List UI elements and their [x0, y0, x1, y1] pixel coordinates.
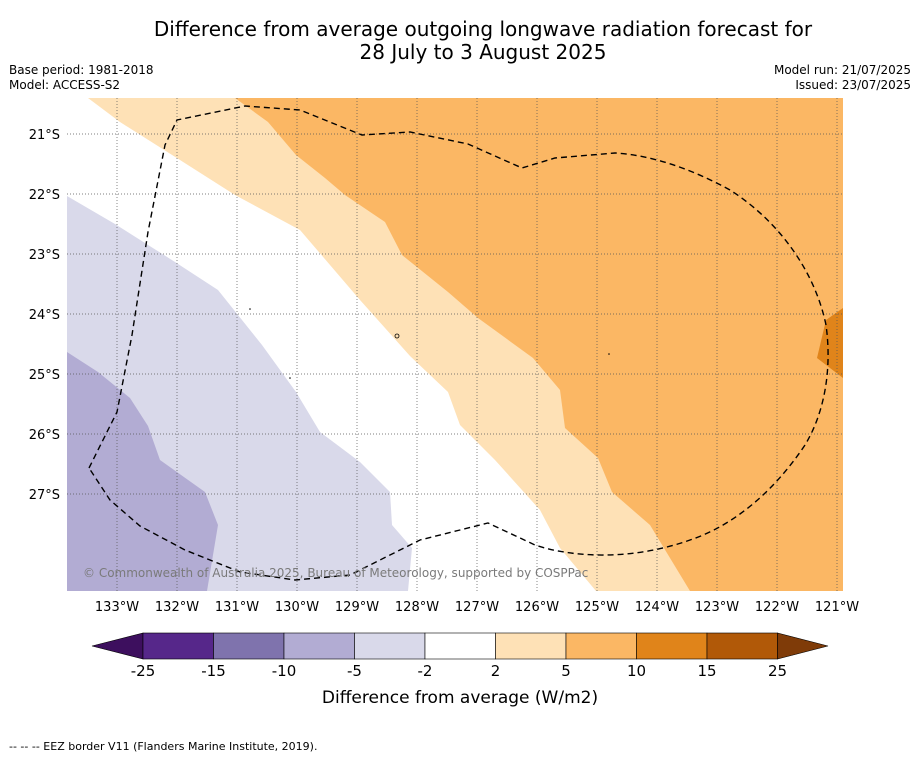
lon-label: 124°W [635, 600, 679, 615]
map-title: Difference from average outgoing longwav… [0, 18, 919, 64]
lon-label: 121°W [815, 600, 859, 615]
lon-label: 129°W [335, 600, 379, 615]
lon-label: 133°W [95, 600, 139, 615]
lon-label: 132°W [155, 600, 199, 615]
lon-label: 131°W [215, 600, 259, 615]
lat-label: 21°S [29, 128, 60, 143]
colorbar-cell [565, 632, 637, 660]
eez-border [88, 105, 829, 581]
colorbar-tick-label: 5 [561, 662, 571, 680]
island-dot [608, 353, 610, 355]
latitude-labels: 21°S 22°S 23°S 24°S 25°S 26°S 27°S [29, 128, 60, 503]
colorbar-label: Difference from average (W/m2) [322, 688, 598, 708]
colorbar-tick-label: 10 [627, 662, 646, 680]
colorbar-cell [283, 632, 355, 660]
lon-label: 122°W [755, 600, 799, 615]
lon-label: 123°W [695, 600, 739, 615]
colorbar-tick-label: -10 [272, 662, 297, 680]
contour-10-to-15 [817, 308, 843, 378]
colorbar-tick-label: 15 [697, 662, 716, 680]
colorbar-cell [142, 632, 214, 660]
title-line-2: 28 July to 3 August 2025 [359, 40, 607, 64]
title-line-1: Difference from average outgoing longwav… [153, 17, 813, 41]
colorbar-cell [706, 632, 778, 660]
map-plot-area: © Commonwealth of Australia 2025, Bureau… [67, 98, 843, 591]
colorbar-cell [495, 632, 567, 660]
contour-neg5-to-neg10 [67, 352, 218, 591]
lon-label: 125°W [575, 600, 619, 615]
colorbar-cell [213, 632, 285, 660]
colorbar-tick-label: 25 [768, 662, 787, 680]
issued-date: Issued: 23/07/2025 [795, 78, 911, 92]
longitude-labels: 133°W 132°W 131°W 130°W 129°W 128°W 127°W 126°W… [95, 600, 859, 615]
lon-label: 127°W [455, 600, 499, 615]
lat-label: 24°S [29, 308, 60, 323]
island-dot [249, 308, 251, 310]
colorbar-tick-label: -15 [201, 662, 226, 680]
lon-label: 130°W [275, 600, 319, 615]
colorbar: -25 -15 -10 -5 -2 2 5 10 15 25 Difference from av… [91, 632, 829, 708]
colorbar-tick-label: -25 [131, 662, 156, 680]
colorbar-cell [636, 632, 708, 660]
contour-5-to-10 [235, 98, 843, 591]
lon-label: 128°W [395, 600, 439, 615]
lon-label: 126°W [515, 600, 559, 615]
meta-right: Model run: 21/07/2025 Issued: 23/07/2025 [774, 63, 911, 93]
footer-note: -- -- -- EEZ border V11 (Flanders Marine… [9, 740, 318, 753]
colorbar-max-arrow [777, 632, 829, 660]
lat-label: 27°S [29, 488, 60, 503]
island-dot [289, 377, 291, 379]
model-name: Model: ACCESS-S2 [9, 78, 121, 92]
colorbar-tick-label: -2 [418, 662, 433, 680]
island-marker [394, 333, 400, 339]
model-run: Model run: 21/07/2025 [773, 63, 911, 77]
copyright-notice: © Commonwealth of Australia 2025, Bureau… [83, 566, 588, 580]
colorbar-tick-label: -5 [347, 662, 362, 680]
colorbar-tick-label: 2 [491, 662, 501, 680]
meta-left: Base period: 1981-2018 Model: ACCESS-S2 [9, 63, 154, 93]
base-period: Base period: 1981-2018 [9, 63, 154, 77]
colorbar-cell [354, 632, 426, 660]
colorbar-min-arrow [91, 632, 144, 660]
lat-label: 22°S [29, 188, 60, 203]
lat-label: 25°S [29, 368, 60, 383]
lat-label: 26°S [29, 428, 60, 443]
map-figure: © Commonwealth of Australia 2025, Bureau… [29, 98, 859, 708]
gridlines [67, 98, 843, 591]
colorbar-cell [424, 632, 496, 660]
lat-label: 23°S [29, 248, 60, 263]
